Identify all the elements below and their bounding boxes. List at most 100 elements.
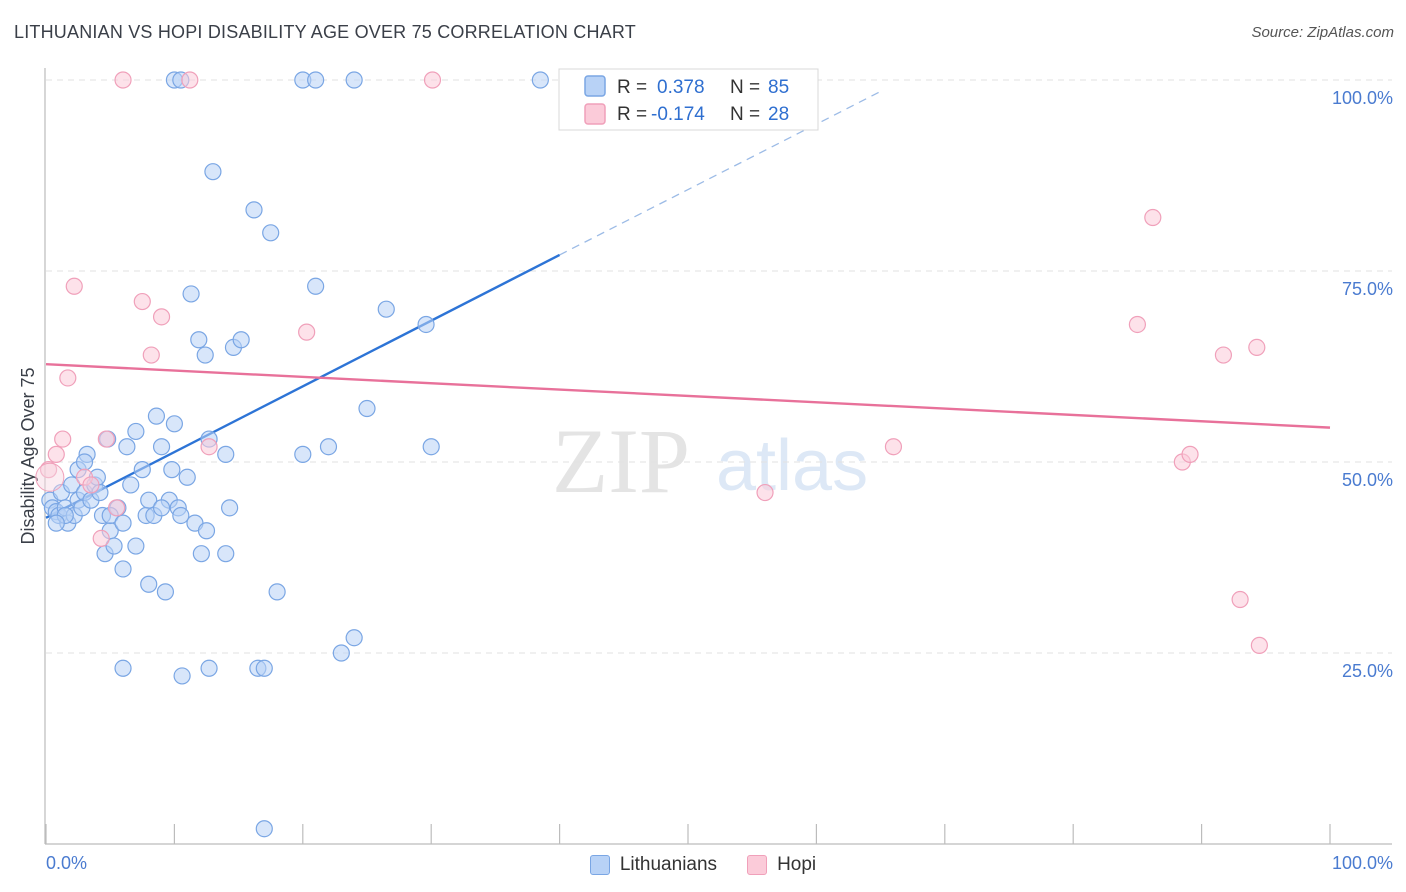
- point-lithuanians: [197, 522, 216, 540]
- legend-label-lithuanians: Lithuanians: [619, 854, 718, 875]
- point-hopi: [65, 277, 83, 295]
- point-lithuanians: [63, 476, 81, 494]
- point-lithuanians: [204, 163, 222, 181]
- point-hopi: [142, 346, 160, 364]
- point-lithuanians: [345, 629, 363, 647]
- point-lithuanians: [147, 407, 166, 425]
- point-lithuanians: [105, 537, 123, 555]
- point-hopi: [1144, 208, 1162, 227]
- point-lithuanians: [182, 285, 200, 303]
- point-hopi: [133, 292, 151, 311]
- point-hopi: [82, 476, 100, 494]
- point-lithuanians: [255, 820, 273, 838]
- x-tick-label-min: 0.0%: [46, 853, 87, 873]
- point-lithuanians: [173, 667, 191, 685]
- legend-r-label-2: R =: [617, 104, 647, 125]
- point-lithuanians: [122, 476, 140, 494]
- point-hopi-cluster: [35, 462, 65, 492]
- point-lithuanians: [319, 438, 338, 456]
- point-hopi: [1250, 636, 1268, 654]
- point-lithuanians: [152, 499, 171, 517]
- point-lithuanians: [156, 583, 175, 601]
- y-tick-label: 50.0%: [1342, 470, 1393, 490]
- x-tick-label-max: 100.0%: [1332, 853, 1393, 873]
- data-points: [35, 71, 1268, 838]
- point-lithuanians: [217, 545, 235, 563]
- point-hopi: [92, 529, 110, 548]
- point-lithuanians: [114, 514, 132, 532]
- point-lithuanians: [140, 575, 158, 593]
- watermark-zip: ZIP: [552, 410, 690, 512]
- point-lithuanians: [268, 583, 286, 601]
- legend-item-lithuanians: Lithuanians: [589, 854, 718, 876]
- point-lithuanians: [47, 514, 65, 532]
- chart-source: Source: ZipAtlas.com: [1251, 24, 1394, 41]
- point-hopi: [756, 483, 774, 502]
- point-lithuanians: [221, 499, 239, 517]
- point-lithuanians: [332, 644, 350, 662]
- point-lithuanians: [133, 461, 151, 479]
- point-hopi: [1128, 315, 1147, 334]
- point-lithuanians: [172, 506, 190, 525]
- point-lithuanians: [127, 422, 145, 441]
- legend-top: R = 0.378 N = 85 R = -0.174 N = 28: [558, 68, 819, 131]
- trend-line-lithuanians: [45, 253, 561, 519]
- point-lithuanians: [345, 71, 363, 89]
- legend-label-hopi: Hopi: [777, 854, 817, 875]
- legend-r-value-2: -0.174: [651, 104, 705, 125]
- legend-r-label-1: R =: [617, 77, 647, 98]
- point-hopi: [54, 430, 72, 448]
- point-lithuanians: [178, 468, 196, 486]
- point-lithuanians: [417, 315, 435, 334]
- legend-swatch-lithuanians: [584, 75, 606, 97]
- point-lithuanians: [140, 491, 158, 509]
- point-lithuanians: [255, 659, 273, 677]
- point-hopi: [1231, 590, 1249, 609]
- point-lithuanians: [422, 438, 440, 456]
- trend-lines: [45, 90, 1331, 519]
- point-lithuanians: [217, 445, 235, 463]
- point-lithuanians: [165, 415, 183, 433]
- point-hopi: [47, 445, 65, 463]
- y-tick-labels: 25.0% 50.0% 75.0% 100.0%: [1332, 88, 1393, 681]
- point-lithuanians: [196, 346, 214, 364]
- point-hopi: [884, 438, 903, 456]
- y-tick-label: 25.0%: [1342, 661, 1393, 681]
- y-axis-label: Disability Age Over 75: [18, 367, 38, 544]
- point-lithuanians: [245, 201, 263, 219]
- trend-line-hopi: [45, 363, 1331, 429]
- watermark-atlas: atlas: [716, 426, 868, 506]
- legend-swatch-blue: [589, 855, 610, 875]
- y-tick-label: 75.0%: [1342, 279, 1393, 299]
- point-lithuanians: [152, 438, 171, 456]
- point-hopi: [1214, 346, 1233, 364]
- legend-n-label-2: N =: [730, 104, 760, 125]
- point-lithuanians: [200, 659, 218, 677]
- point-hopi: [97, 430, 115, 448]
- point-lithuanians: [190, 331, 208, 349]
- point-hopi: [59, 369, 77, 387]
- point-hopi: [181, 71, 199, 89]
- legend-swatch-hopi: [584, 103, 606, 125]
- point-lithuanians: [114, 659, 132, 677]
- trend-line-extension: [559, 90, 881, 256]
- chart-title: LITHUANIAN VS HOPI DISABILITY AGE OVER 7…: [14, 22, 636, 42]
- point-lithuanians: [127, 537, 145, 555]
- gridlines: [46, 79, 1392, 654]
- point-lithuanians: [531, 71, 549, 89]
- legend-item-hopi: Hopi: [747, 854, 816, 876]
- point-lithuanians: [294, 445, 312, 463]
- point-hopi: [39, 461, 58, 479]
- point-lithuanians: [192, 545, 210, 563]
- legend-n-value-2: 28: [768, 104, 789, 125]
- legend-bottom: Lithuanians Hopi: [0, 850, 1406, 880]
- point-lithuanians: [307, 71, 325, 89]
- point-hopi: [152, 308, 171, 326]
- point-hopi: [423, 71, 442, 89]
- point-lithuanians: [118, 438, 136, 456]
- y-tick-label: 100.0%: [1332, 88, 1393, 108]
- legend-swatch-pink: [747, 855, 768, 875]
- legend-r-value-1: 0.378: [657, 77, 705, 98]
- point-hopi: [1181, 445, 1199, 463]
- x-axis-ticks: [45, 824, 1331, 844]
